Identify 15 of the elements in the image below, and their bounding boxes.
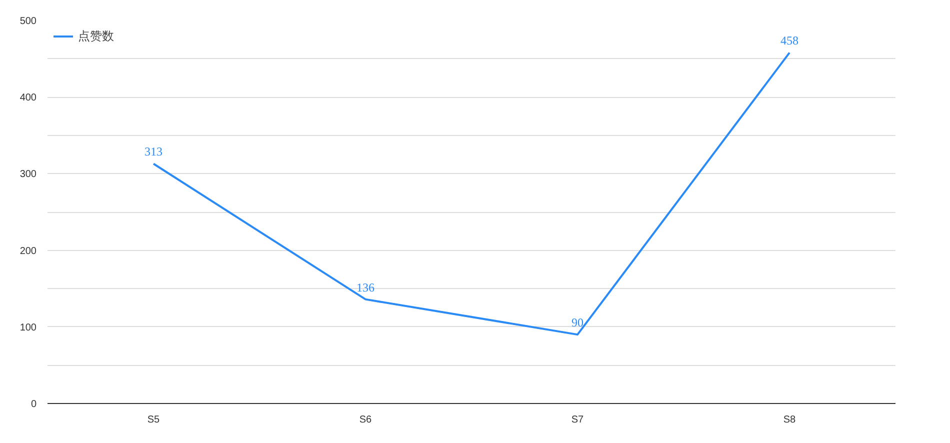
data-label: 136 bbox=[356, 280, 374, 294]
data-label: 90 bbox=[572, 316, 584, 330]
data-label: 313 bbox=[144, 144, 162, 159]
y-tick-label: 0 bbox=[30, 399, 37, 410]
legend-label: 点赞数 bbox=[78, 28, 114, 44]
y-tick-label: 100 bbox=[20, 322, 37, 334]
y-tick-label: 300 bbox=[20, 169, 37, 180]
y-tick-label: 200 bbox=[20, 246, 37, 257]
data-label: 458 bbox=[780, 34, 798, 48]
x-tick-label: S5 bbox=[147, 414, 160, 426]
y-tick-label: 500 bbox=[20, 16, 37, 27]
x-tick-label: S6 bbox=[359, 414, 372, 426]
x-tick-label: S7 bbox=[571, 414, 584, 426]
y-tick-label: 400 bbox=[20, 92, 37, 104]
x-tick-label: S8 bbox=[783, 414, 796, 426]
